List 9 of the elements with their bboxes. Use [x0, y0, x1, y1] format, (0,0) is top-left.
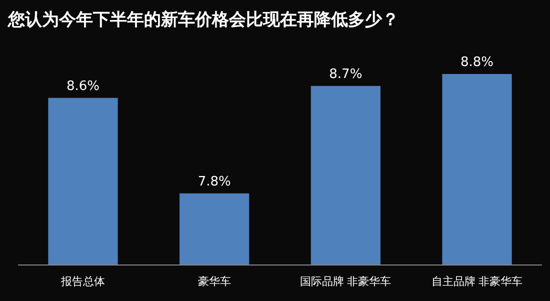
data-label: 8.8% — [460, 55, 494, 70]
data-label: 8.6% — [66, 78, 100, 94]
x-tick-label: 自主品牌 非豪华车 — [431, 274, 523, 288]
x-tick-label: 报告总体 — [60, 274, 106, 288]
x-tick-label: 豪华车 — [198, 274, 231, 288]
data-label: 7.8% — [198, 174, 231, 190]
data-label: 8.7% — [329, 66, 362, 82]
chart-title: 您认为今年下半年的新车价格会比现在再降低多少？ — [7, 10, 399, 30]
x-tick-label: 国际品牌 非豪华车 — [300, 274, 392, 288]
